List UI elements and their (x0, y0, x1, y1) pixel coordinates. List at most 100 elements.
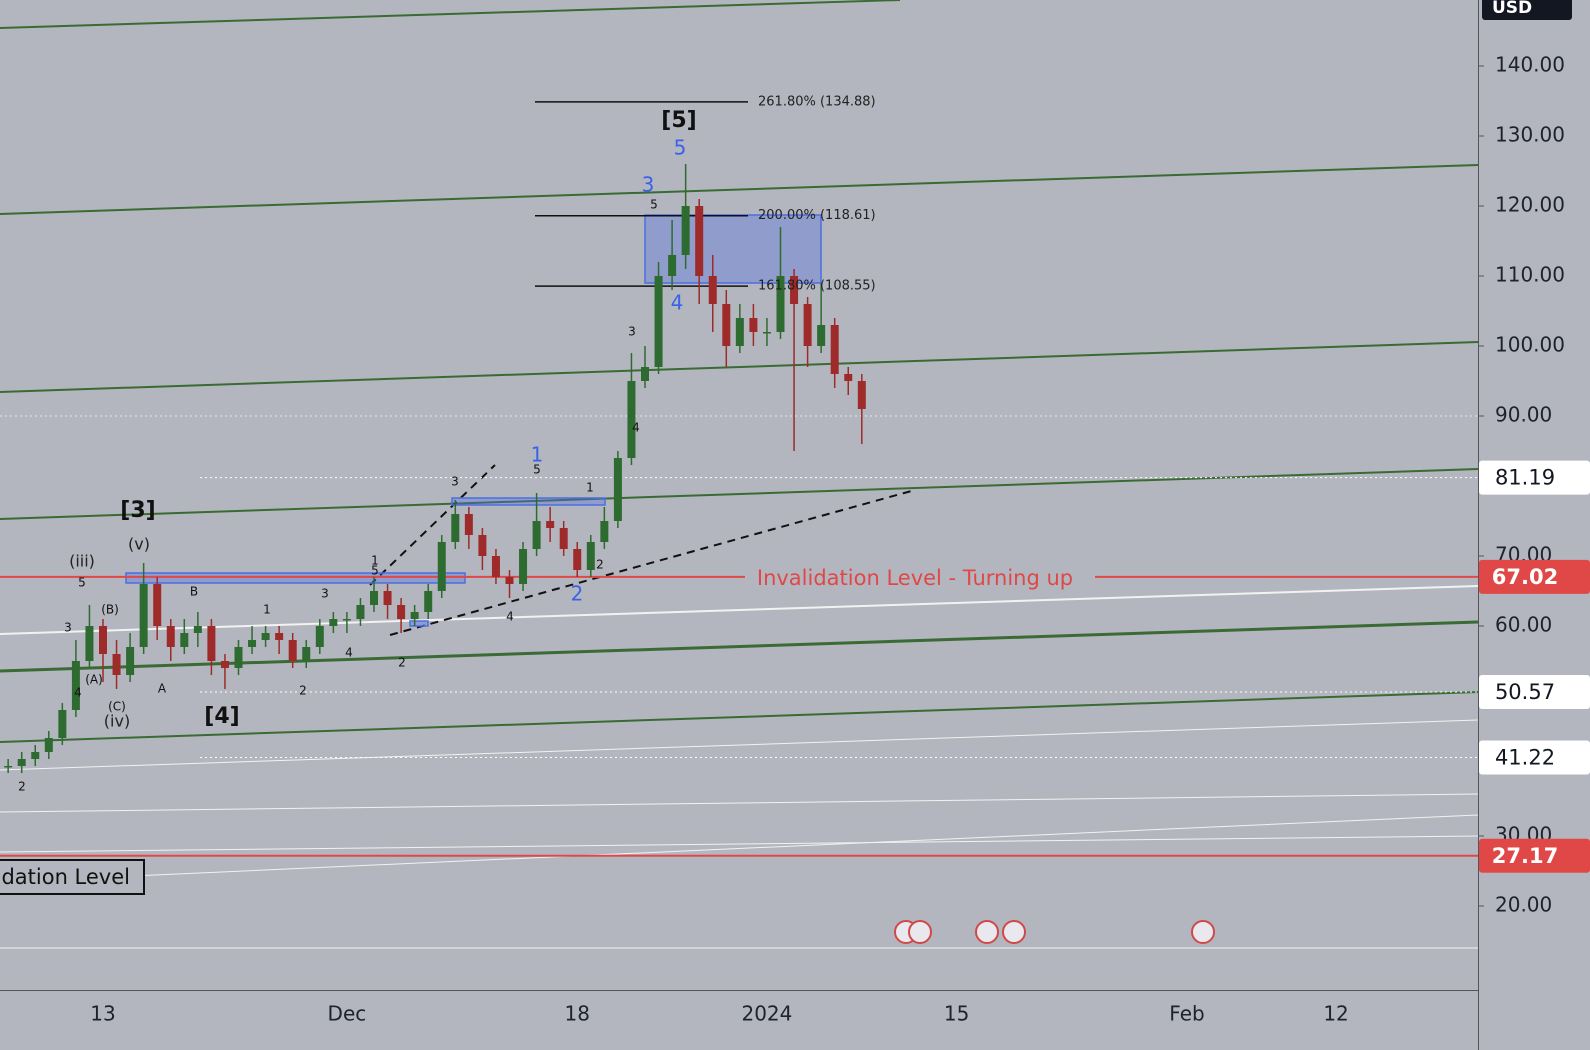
x-tick-label: Feb (1169, 1002, 1204, 1026)
price-label: 27.17 (1492, 844, 1558, 868)
labels: 261.80% (134.88) 200.00% (118.61) 161.80% … (0, 94, 1095, 895)
candle-body (505, 577, 514, 584)
event-icon[interactable] (1002, 920, 1026, 944)
candles (4, 164, 866, 773)
currency: USD (1492, 0, 1532, 18)
candle-body (668, 255, 677, 276)
candle-body (817, 325, 826, 346)
candle-body (613, 458, 622, 521)
x-tick-label: 2024 (741, 1002, 792, 1026)
candle-body (99, 626, 107, 654)
price-label: 81.19 (1495, 466, 1555, 490)
wave-label: 5 (78, 576, 86, 590)
fib-label: 161.80% (108.55) (758, 279, 876, 294)
trend-line (0, 814, 1479, 883)
wave-label: 3 (321, 587, 329, 601)
candle-body (749, 318, 758, 332)
candle-body (681, 206, 690, 255)
candle-body (220, 661, 229, 668)
wave-label: 5 (650, 198, 658, 212)
price-label-box (1479, 675, 1590, 710)
candle-body (275, 633, 284, 640)
trend-line (0, 719, 1479, 771)
candle-body (478, 535, 487, 556)
candle-body (857, 381, 866, 409)
price-label: 41.22 (1495, 745, 1555, 769)
y-tick-label: 100.00 (1495, 333, 1565, 357)
candle-body (437, 542, 446, 591)
price-label-box (1479, 838, 1590, 873)
event-icon[interactable] (908, 920, 932, 944)
dashed-line (369, 464, 496, 586)
wave-label: (iii) (69, 552, 95, 571)
wave-label: 4 (345, 646, 353, 660)
event-icon[interactable] (975, 920, 999, 944)
candle-body (71, 661, 80, 710)
price-label: 50.57 (1495, 680, 1555, 704)
candle-body (546, 521, 555, 528)
wave-label: (iv) (104, 712, 130, 731)
candle-body (790, 276, 799, 304)
candle-body (491, 556, 500, 577)
wave-label: 5 (371, 564, 379, 578)
currency-badge (1482, 0, 1572, 20)
candle-body (58, 710, 67, 738)
candle-body (803, 304, 812, 346)
candle-body (139, 584, 148, 647)
candle-body (180, 633, 189, 647)
wave-label: 4 (74, 686, 82, 700)
candle-body (559, 528, 568, 549)
price-lines (0, 101, 1478, 857)
wave-label: 4 (632, 421, 640, 435)
candle-body (356, 605, 365, 619)
candle-body (600, 521, 609, 542)
candle-body (722, 304, 731, 346)
candle-body (695, 206, 704, 276)
channel-line (0, 0, 901, 29)
event-icon[interactable] (1191, 920, 1215, 944)
candle-body (261, 633, 270, 640)
y-tick-label: 90.00 (1495, 403, 1552, 427)
candle-body (370, 591, 378, 605)
candle-body (302, 647, 311, 661)
candle-body (654, 276, 663, 367)
x-tick-label: 12 (1323, 1002, 1348, 1026)
wave-label: A (158, 682, 167, 696)
x-tick-label: 13 (90, 1002, 115, 1026)
wave-label: 3 (451, 475, 459, 489)
candle-body (641, 367, 649, 381)
candle-body (627, 381, 636, 458)
wave-label: [4] (204, 704, 239, 729)
y-tick-label: 120.00 (1495, 193, 1565, 217)
wave-label: 1 (263, 603, 271, 617)
wave-label: 2 (299, 684, 307, 698)
wave-label: 5 (533, 463, 541, 477)
candle-body (112, 654, 121, 675)
trend-line (0, 585, 1479, 635)
candle-body (830, 325, 839, 374)
price-label-box (1479, 460, 1590, 495)
annotation: Invalidation Level - Turning up (757, 566, 1073, 590)
wave-label: [3] (120, 498, 155, 523)
channel-line (0, 341, 1479, 393)
candle-body (397, 605, 406, 619)
candle-body (288, 640, 297, 661)
candle-body (424, 591, 433, 612)
x-tick-label: 15 (944, 1002, 969, 1026)
wave-label: 1 (586, 481, 594, 495)
wave-label: 3 (642, 173, 655, 197)
candle-body (166, 626, 175, 647)
candle-body (31, 752, 40, 759)
candle-body (329, 619, 338, 626)
dashed-line (389, 489, 916, 636)
wave-label: (C) (108, 700, 126, 714)
x-tick-label: 18 (565, 1002, 590, 1026)
candle-body (519, 549, 528, 584)
candle-body (85, 626, 94, 661)
fib-label: 200.00% (118.61) (758, 208, 876, 223)
candle-body (234, 647, 243, 668)
wave-label: 2 (398, 656, 406, 670)
wave-label: B (190, 585, 198, 599)
wave-label: 2 (18, 780, 26, 794)
